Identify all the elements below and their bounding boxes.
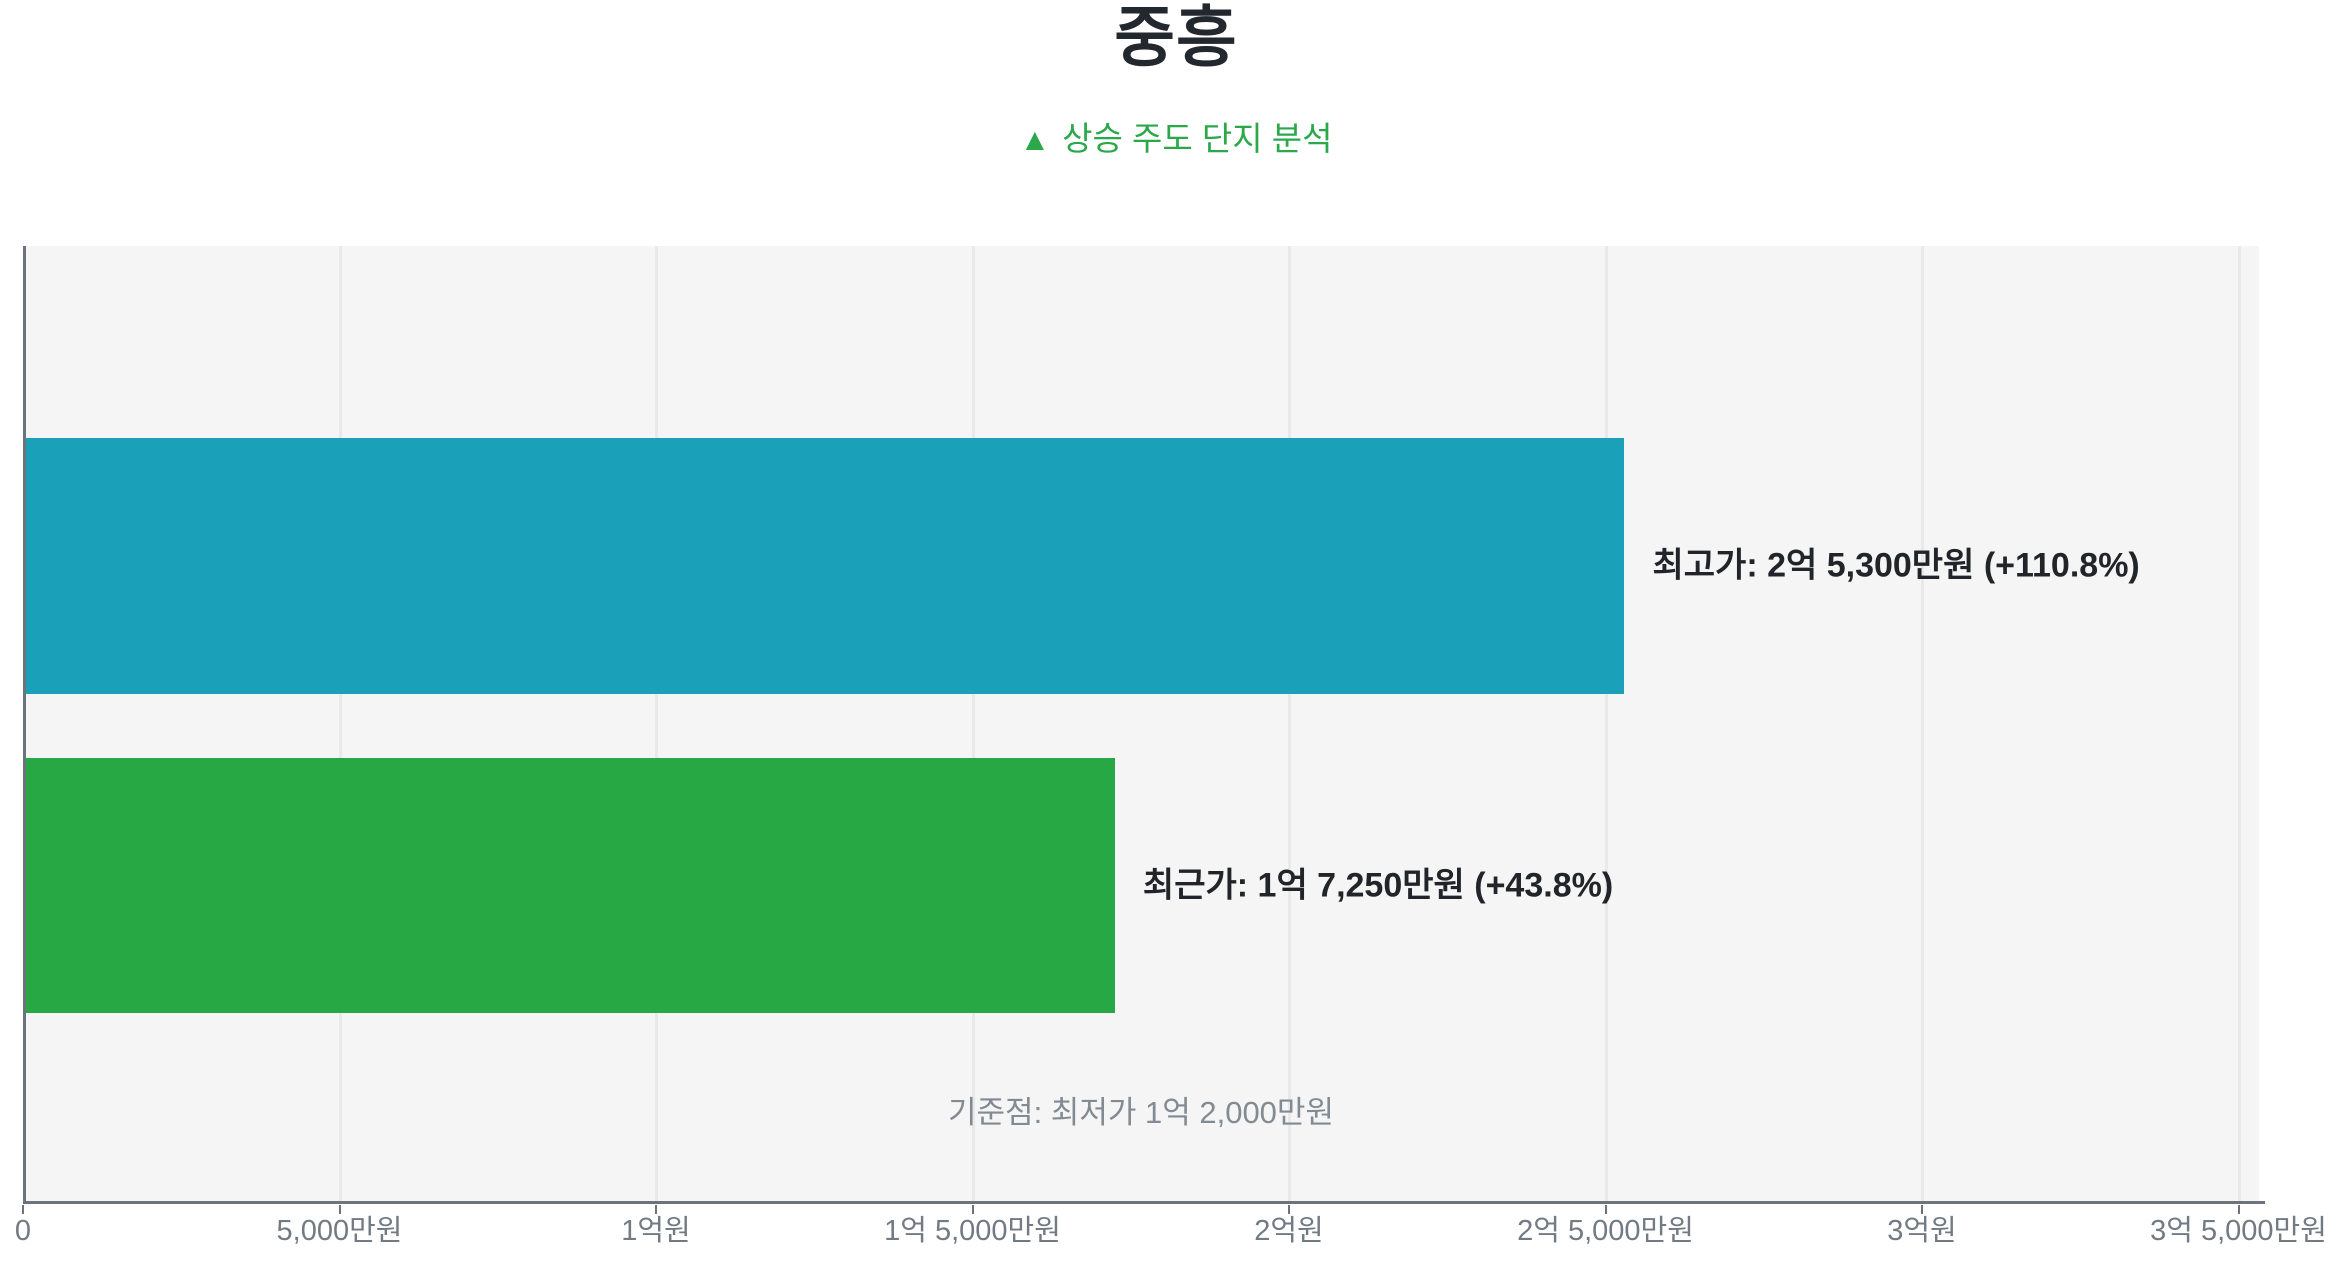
x-axis-tick-label: 0 <box>14 1215 32 1247</box>
x-axis-line <box>23 1201 2265 1204</box>
gridline <box>655 246 658 1203</box>
gridline <box>971 246 975 1203</box>
bar-label-highest-price: 최고가: 2억 5,300만원 (+110.8%) <box>1652 546 2140 585</box>
plot-area: 최고가: 2억 5,300만원 (+110.8%) 최근가: 1억 7,250만… <box>23 246 2265 1204</box>
x-axis-tick <box>1921 1205 1923 1214</box>
bar-label-recent-price: 최근가: 1억 7,250만원 (+43.8%) <box>1142 866 1614 905</box>
gridline <box>2237 246 2241 1203</box>
x-axis-tick-label: 2억원 <box>1254 1215 1324 1247</box>
baseline-note: 기준점: 최저가 1억 2,000만원 <box>948 1095 1334 1130</box>
x-axis-tick-label: 2억 5,000만원 <box>1517 1215 1694 1247</box>
x-axis-tick <box>971 1205 974 1214</box>
up-triangle-icon: ▲ <box>1019 122 1051 157</box>
bar-highest-price <box>23 438 1625 694</box>
gridline <box>338 246 342 1203</box>
x-axis-tick <box>2237 1205 2240 1214</box>
chart-subtitle: ▲ 상승 주도 단지 분석 <box>0 122 2352 155</box>
x-axis-tick-label: 5,000만원 <box>276 1215 403 1247</box>
y-axis-line <box>23 246 26 1203</box>
chart-subtitle-label: 상승 주도 단지 분석 <box>1062 120 1333 157</box>
gridline <box>1604 246 1608 1203</box>
x-axis-tick <box>1288 1205 1290 1214</box>
bar-recent-price <box>23 758 1115 1013</box>
gridline <box>1921 246 1924 1203</box>
x-axis-tick <box>22 1205 24 1214</box>
x-axis-tick-label: 3억 5,000만원 <box>2150 1215 2327 1247</box>
x-axis-tick <box>655 1205 657 1214</box>
x-axis-tick <box>1604 1205 1607 1214</box>
gridline <box>1288 246 1291 1203</box>
x-axis-tick <box>338 1205 341 1214</box>
x-axis-tick-label: 1억 5,000만원 <box>884 1215 1061 1247</box>
x-axis-tick-label: 3억원 <box>1887 1215 1957 1247</box>
chart-title: 중흥 <box>1114 0 1238 74</box>
x-axis-tick-label: 1억원 <box>621 1215 691 1247</box>
